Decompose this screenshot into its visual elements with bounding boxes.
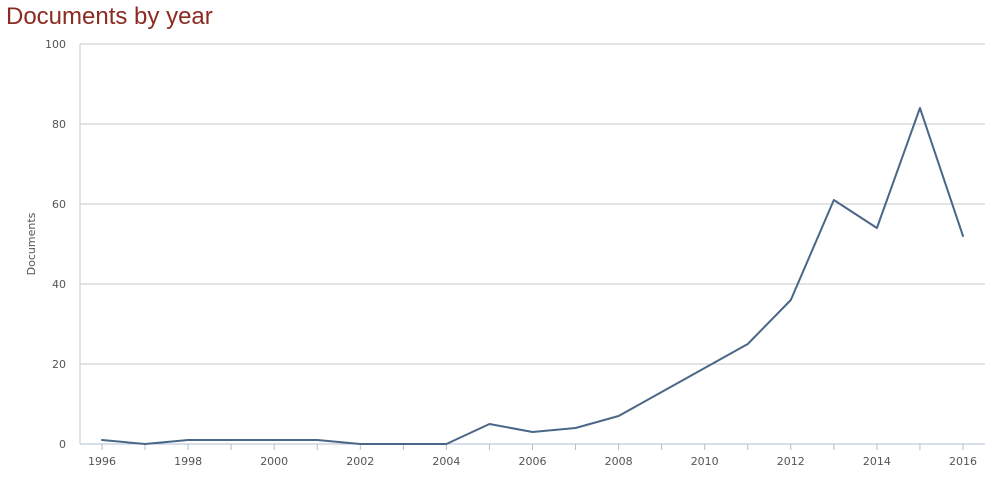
data-point [444, 442, 448, 446]
x-tick-label: 2004 [432, 455, 460, 468]
data-point [531, 430, 535, 434]
x-tick-label: 2016 [949, 455, 977, 468]
x-tick-label: 2002 [346, 455, 374, 468]
y-axis-title: Documents [25, 212, 38, 275]
axes: 0 20 40 60 80 100 1996 1998 2000 2002 2004 2006 2008… [45, 38, 985, 468]
gridlines [80, 43, 985, 365]
data-point [574, 426, 578, 430]
x-tick-label: 1998 [174, 455, 202, 468]
series-line [101, 107, 964, 445]
x-tick-label: 2000 [260, 455, 288, 468]
y-tick-label: 80 [52, 118, 66, 131]
y-tick-label: 40 [52, 278, 66, 291]
x-tick-label: 2006 [519, 455, 547, 468]
data-point [487, 422, 491, 426]
data-point [186, 438, 190, 442]
data-point [703, 366, 707, 370]
series-layer [100, 106, 965, 446]
data-point [789, 298, 793, 302]
y-tick-label: 0 [59, 438, 66, 451]
y-tick-label: 100 [45, 38, 66, 51]
data-point [401, 442, 405, 446]
data-point [617, 414, 621, 418]
data-point [143, 442, 147, 446]
x-tick-label: 2012 [777, 455, 805, 468]
data-point [358, 442, 362, 446]
chart-title: Documents by year [6, 3, 213, 30]
data-point [660, 390, 664, 394]
data-point [229, 438, 233, 442]
data-point [961, 234, 965, 238]
y-tick-label: 60 [52, 198, 66, 211]
x-tick-label: 1996 [88, 455, 116, 468]
data-point [875, 226, 879, 230]
data-point [918, 106, 922, 110]
data-point [832, 198, 836, 202]
x-tick-label: 2008 [605, 455, 633, 468]
data-point [746, 342, 750, 346]
x-tick-label: 2014 [863, 455, 891, 468]
data-point [100, 438, 104, 442]
data-point [272, 438, 276, 442]
y-tick-label: 20 [52, 358, 66, 371]
x-tick-label: 2010 [691, 455, 719, 468]
data-point [315, 438, 319, 442]
